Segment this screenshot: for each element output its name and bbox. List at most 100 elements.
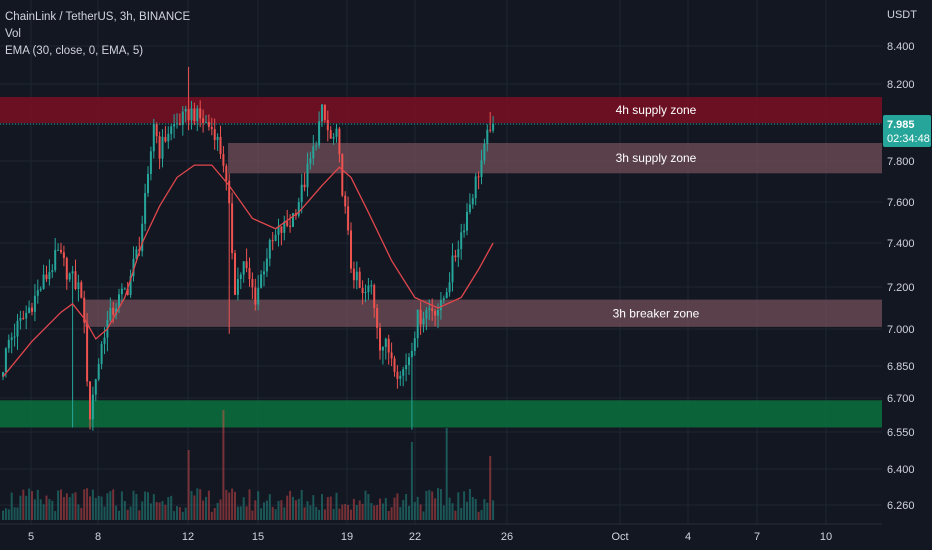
candle-body[interactable] — [434, 311, 437, 316]
candle-body[interactable] — [442, 298, 445, 301]
candle-body[interactable] — [89, 381, 91, 420]
candle-body[interactable] — [352, 268, 355, 281]
candle-body[interactable] — [178, 123, 181, 125]
candle-body[interactable] — [350, 230, 352, 269]
candle-body[interactable] — [57, 249, 60, 251]
candle-body[interactable] — [326, 119, 329, 131]
candle-body[interactable] — [216, 136, 219, 140]
candle-body[interactable] — [251, 279, 254, 288]
candle-body[interactable] — [202, 118, 205, 123]
candle-body[interactable] — [115, 308, 118, 315]
candle-body[interactable] — [173, 124, 176, 127]
candle-body[interactable] — [370, 285, 373, 287]
candle-body[interactable] — [118, 294, 120, 309]
candle-body[interactable] — [355, 271, 358, 281]
candle-body[interactable] — [28, 307, 31, 313]
candle-body[interactable] — [390, 352, 393, 359]
candle-body[interactable] — [428, 308, 431, 311]
candle-body[interactable] — [231, 203, 234, 254]
candle-body[interactable] — [358, 271, 361, 288]
candle-body[interactable] — [297, 202, 300, 216]
candle-body[interactable] — [103, 337, 106, 344]
candle-body[interactable] — [451, 255, 454, 283]
candle-body[interactable] — [263, 271, 265, 275]
candle-body[interactable] — [379, 327, 381, 351]
candle-body[interactable] — [413, 338, 416, 351]
candle-body[interactable] — [65, 258, 68, 280]
candle-body[interactable] — [184, 108, 187, 112]
candle-body[interactable] — [155, 123, 158, 137]
candle-body[interactable] — [332, 136, 335, 139]
candle-body[interactable] — [468, 204, 471, 212]
candle-body[interactable] — [86, 322, 89, 382]
candle-body[interactable] — [248, 268, 251, 280]
candle-body[interactable] — [16, 320, 19, 337]
candle-body[interactable] — [303, 184, 306, 188]
candle-body[interactable] — [486, 129, 489, 144]
candle-body[interactable] — [460, 232, 463, 250]
candle-body[interactable] — [109, 307, 112, 321]
candle-body[interactable] — [196, 108, 199, 122]
candle-body[interactable] — [51, 270, 54, 273]
candle-body[interactable] — [321, 104, 323, 122]
candle-body[interactable] — [271, 240, 274, 242]
candle-body[interactable] — [341, 154, 344, 196]
candle-body[interactable] — [144, 193, 147, 224]
candle-body[interactable] — [405, 365, 408, 370]
zone-rect[interactable] — [85, 299, 882, 327]
candle-body[interactable] — [381, 346, 384, 351]
candle-body[interactable] — [2, 372, 4, 377]
candle-body[interactable] — [234, 253, 236, 295]
candle-body[interactable] — [300, 184, 303, 203]
candle-body[interactable] — [7, 339, 10, 349]
symbol-title[interactable]: ChainLink / TetherUS, 3h, BINANCE — [5, 11, 191, 23]
volume-indicator-label[interactable]: Vol — [5, 28, 21, 40]
candle-body[interactable] — [36, 290, 39, 296]
candle-body[interactable] — [167, 133, 170, 142]
candle-body[interactable] — [126, 288, 129, 295]
candle-body[interactable] — [97, 364, 100, 380]
candle-body[interactable] — [454, 255, 457, 258]
candle-body[interactable] — [158, 136, 161, 159]
candle-body[interactable] — [141, 223, 144, 252]
candle-body[interactable] — [286, 221, 289, 226]
candle-body[interactable] — [25, 312, 28, 319]
candle-body[interactable] — [376, 308, 379, 328]
candle-body[interactable] — [45, 274, 48, 280]
candle-body[interactable] — [205, 121, 207, 123]
candle-body[interactable] — [222, 154, 225, 166]
candle-body[interactable] — [393, 358, 396, 372]
candle-body[interactable] — [71, 271, 74, 274]
candle-body[interactable] — [19, 317, 22, 321]
candle-body[interactable] — [13, 336, 16, 338]
candle-body[interactable] — [474, 176, 477, 199]
candle-body[interactable] — [83, 297, 86, 323]
candle-body[interactable] — [489, 129, 492, 131]
candle-body[interactable] — [164, 136, 167, 142]
candle-body[interactable] — [260, 274, 263, 288]
candle-body[interactable] — [367, 285, 370, 293]
candle-body[interactable] — [181, 111, 184, 125]
candle-body[interactable] — [466, 211, 468, 231]
candle-body[interactable] — [4, 348, 7, 373]
candle-body[interactable] — [219, 136, 222, 155]
candle-body[interactable] — [387, 338, 390, 353]
candle-body[interactable] — [265, 258, 268, 272]
candle-body[interactable] — [373, 285, 376, 309]
candle-body[interactable] — [280, 226, 283, 233]
candle-body[interactable] — [408, 357, 410, 366]
zone-rect[interactable] — [228, 143, 882, 174]
candle-body[interactable] — [448, 282, 451, 293]
candle-body[interactable] — [471, 198, 474, 205]
candle-body[interactable] — [410, 350, 413, 358]
candle-body[interactable] — [190, 108, 193, 121]
candle-body[interactable] — [402, 369, 405, 376]
candle-body[interactable] — [309, 158, 312, 164]
candle-body[interactable] — [312, 146, 315, 159]
candle-body[interactable] — [100, 343, 103, 365]
time-axis[interactable]: 5 8 12 15 19 22 26 Oct 4 7 10 — [0, 523, 882, 550]
candle-body[interactable] — [318, 121, 321, 146]
candle-body[interactable] — [289, 225, 292, 227]
candle-body[interactable] — [74, 271, 77, 289]
